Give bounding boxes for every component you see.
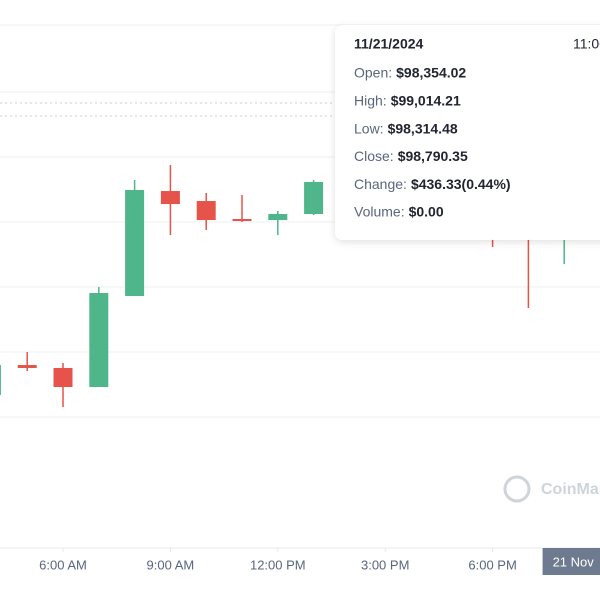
candle-body (89, 293, 109, 387)
tooltip-value: $436.33(0.44%) (411, 176, 511, 192)
tooltip-box (335, 25, 600, 240)
candle-body (160, 191, 180, 205)
tooltip-label: Open: (354, 65, 392, 81)
tooltip-value: $98,354.02 (396, 65, 466, 81)
x-tick-label: 6:00 PM (468, 557, 516, 572)
crosshair-label: 21 Nov (553, 554, 595, 569)
tooltip-label: Low: (354, 120, 384, 136)
x-axis: 6:00 AM 9:00 AM 12:00 PM 3:00 PM 6:00 PM 21 N… (39, 548, 600, 575)
tooltip-value: $98,314.48 (388, 120, 458, 136)
candle-body (0, 365, 1, 395)
candle-body (17, 365, 37, 368)
candle-body (125, 190, 145, 297)
watermark-logo (503, 475, 531, 503)
tooltip-date: 11/21/2024 (354, 36, 424, 52)
watermark-text: CoinMarketCap (541, 481, 600, 498)
tooltip-value: $98,790.35 (398, 148, 468, 164)
candle-body (53, 367, 73, 387)
tooltip-time: 11:00 (573, 36, 600, 52)
x-tick-label: 6:00 AM (39, 557, 87, 572)
candles (0, 165, 574, 408)
candle-body (268, 214, 288, 221)
tooltip-value: $99,014.21 (391, 93, 461, 109)
tooltip-label: Close: (354, 148, 394, 164)
tooltip-label: High: (354, 93, 387, 109)
tooltip-label: Volume: (354, 204, 405, 220)
x-tick-label: 12:00 PM (250, 557, 306, 572)
x-tick-label: 9:00 AM (147, 557, 195, 572)
candle-body (304, 182, 324, 215)
tooltip-value: $0.00 (409, 204, 444, 220)
x-tick-label: 3:00 PM (361, 557, 409, 572)
crosshair-label-box (542, 548, 600, 575)
tooltip-label: Change: (354, 176, 407, 192)
candle-body (232, 219, 252, 222)
candle-body (196, 201, 216, 221)
tooltip: 11/21/2024 11:00 Open:$98,354.02 High:$99… (335, 25, 600, 240)
watermark: CoinMarketCap (503, 475, 600, 503)
